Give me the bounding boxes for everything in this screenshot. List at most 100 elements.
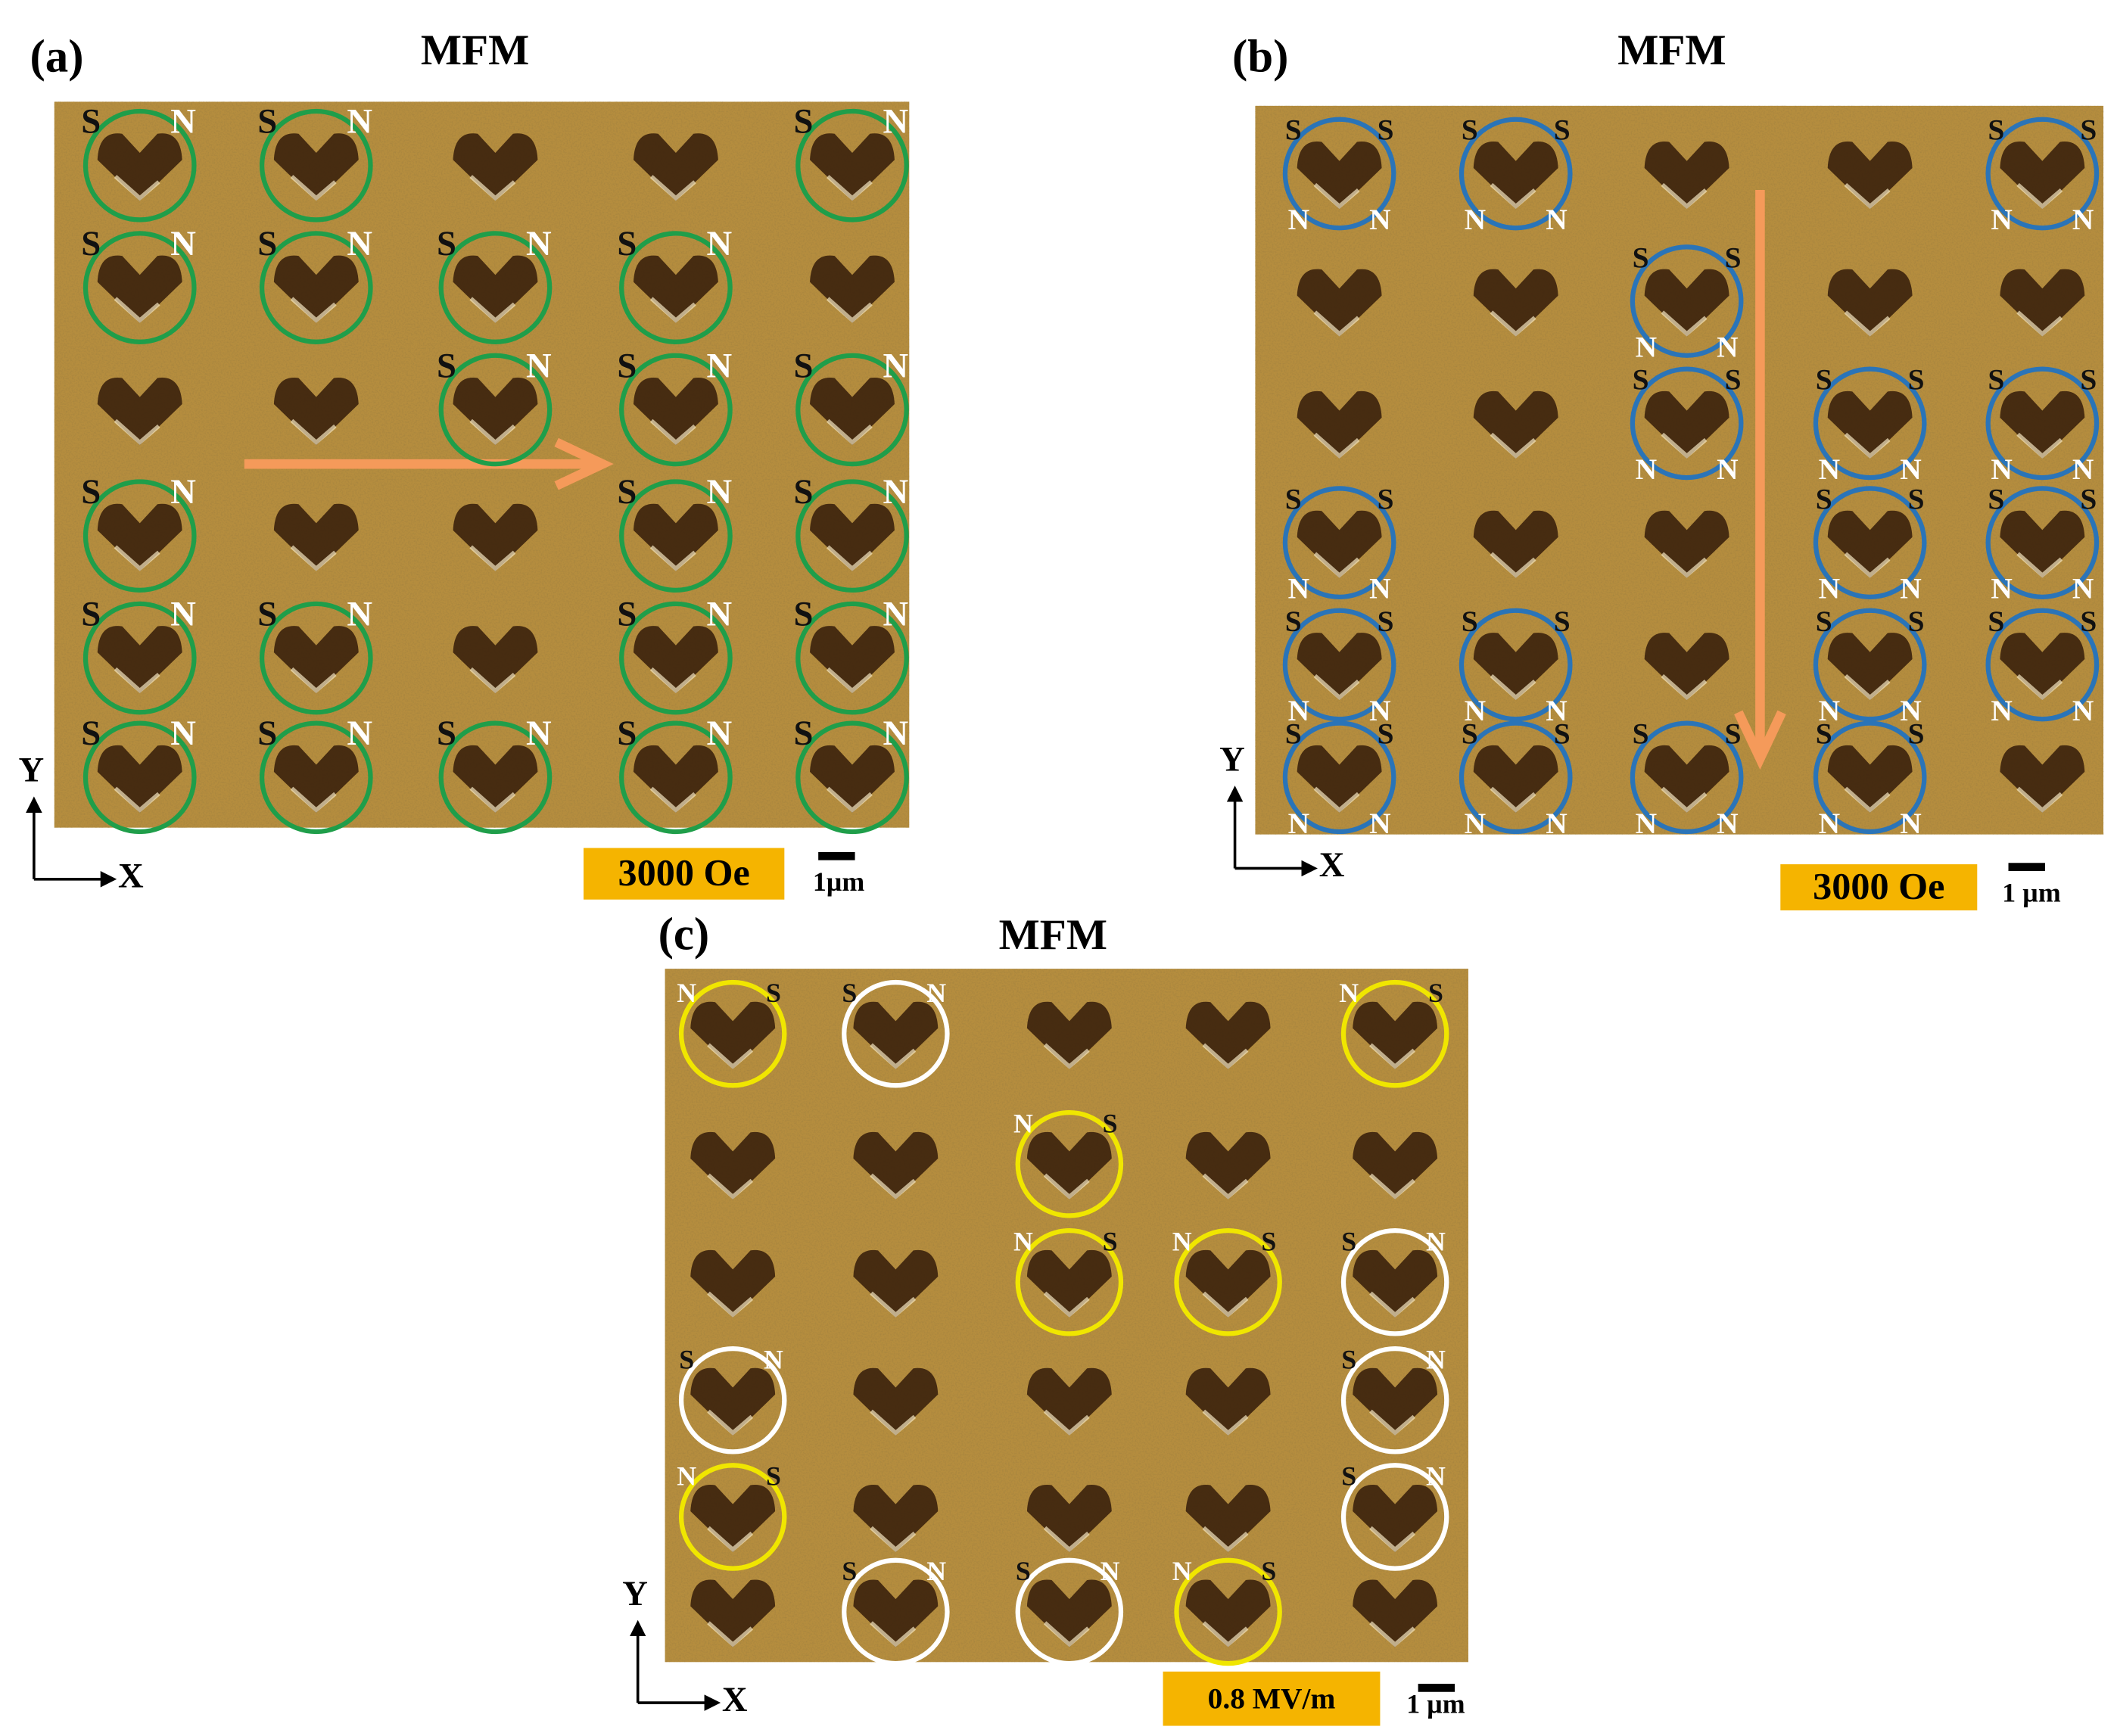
heart-dot: [97, 255, 182, 323]
heart-highlight: [1043, 1409, 1090, 1436]
heart-highlight: [1844, 310, 1891, 337]
heart-highlight: [1202, 1409, 1249, 1436]
heart-highlight: [1202, 1526, 1249, 1553]
heart-dot: [690, 1131, 776, 1199]
pole-label: N: [1465, 694, 1486, 727]
heart-highlight: [1369, 1526, 1415, 1553]
pole-label: S: [1633, 363, 1649, 397]
domain-circle: [1630, 244, 1744, 358]
pole-label: S: [1816, 605, 1832, 638]
pole-label: N: [1819, 807, 1840, 840]
heart-highlight: [1490, 674, 1536, 701]
pole-label: S: [1988, 114, 2004, 147]
pole-label: N: [706, 714, 732, 753]
domain-circle: [1282, 608, 1396, 722]
pole-label: S: [793, 714, 813, 753]
pole-label: N: [677, 978, 696, 1008]
heart-dot: [690, 1001, 776, 1069]
heart-highlight: [870, 1043, 917, 1069]
pole-label: S: [257, 224, 277, 263]
heart-highlight: [1043, 1621, 1090, 1647]
heart-dot: [690, 1579, 776, 1647]
pole-label: S: [842, 978, 857, 1008]
heart-dot: [1297, 390, 1382, 459]
heart-dot: [2000, 745, 2085, 813]
heart-dot: [453, 133, 538, 201]
heart-dot: [453, 626, 538, 694]
panel-label: (c): [658, 910, 710, 960]
heart-dot: [1353, 1001, 1438, 1069]
pole-label: N: [706, 594, 732, 633]
heart-dot: [1026, 1001, 1112, 1069]
pole-label: S: [793, 594, 813, 633]
heart-dot: [1473, 510, 1558, 578]
heart-dot: [1026, 1579, 1112, 1647]
pole-label: S: [257, 102, 277, 142]
pole-label: N: [1369, 572, 1390, 605]
heart-dot: [2000, 510, 2085, 578]
panel-label: (a): [30, 32, 83, 82]
pole-label: N: [1546, 807, 1567, 840]
heart-highlight: [1202, 1291, 1249, 1318]
heart-dot: [1185, 1579, 1271, 1647]
heart-dot: [633, 745, 718, 813]
domain-circle: [83, 720, 197, 835]
pole-label: N: [1717, 453, 1738, 486]
heart-dot: [1353, 1484, 1438, 1553]
pole-label: N: [170, 714, 196, 753]
pole-label: N: [1819, 694, 1840, 727]
pole-label: S: [842, 1556, 857, 1586]
domain-circle: [259, 231, 373, 344]
pole-label: S: [1988, 605, 2004, 638]
heart-dot: [273, 503, 359, 571]
domain-circle: [83, 231, 197, 344]
heart-highlight: [290, 545, 337, 571]
pole-label: N: [764, 1344, 783, 1374]
pole-label: N: [1288, 694, 1309, 727]
pole-label: N: [706, 346, 732, 385]
pole-label: S: [793, 472, 813, 512]
heart-highlight: [1043, 1526, 1090, 1553]
heart-dot: [1644, 390, 1729, 459]
domain-circle: [1282, 720, 1396, 835]
heart-highlight: [1490, 182, 1536, 210]
heart-highlight: [826, 667, 873, 694]
pole-label: S: [1103, 1108, 1118, 1138]
pole-label: N: [1288, 807, 1309, 840]
domain-circle: [619, 601, 733, 715]
heart-highlight: [1661, 674, 1708, 701]
domain-circle: [1813, 486, 1927, 600]
heart-highlight: [649, 418, 696, 446]
heart-dot: [2000, 633, 2085, 701]
domain-circle: [1340, 1346, 1449, 1454]
direction-arrowhead: [554, 437, 614, 490]
heart-dot: [273, 378, 359, 446]
pole-label: S: [437, 714, 456, 753]
domain-circle: [1282, 117, 1396, 231]
heart-dot: [1026, 1484, 1112, 1553]
pole-label: N: [526, 714, 552, 753]
axis-x-label: X: [722, 1680, 748, 1719]
heart-highlight: [290, 786, 337, 813]
heart-dot: [633, 378, 718, 446]
domain-circle: [842, 1557, 950, 1666]
heart-dot: [453, 745, 538, 813]
pole-label: S: [81, 594, 101, 633]
heart-dot: [633, 133, 718, 201]
heart-dot: [1185, 1001, 1271, 1069]
pole-label: S: [1378, 717, 1394, 751]
panel-title: MFM: [421, 26, 529, 74]
heart-highlight: [290, 418, 337, 446]
pole-label: S: [1103, 1226, 1118, 1256]
domain-circle: [1985, 486, 2100, 600]
domain-circle: [1630, 366, 1744, 481]
heart-highlight: [649, 667, 696, 694]
heart-highlight: [1844, 432, 1891, 459]
pole-label: S: [437, 224, 456, 263]
domain-circle: [1459, 608, 1573, 722]
heart-dot: [97, 133, 182, 201]
heart-highlight: [2016, 674, 2063, 701]
domain-circle: [619, 231, 733, 344]
pole-label: N: [1991, 203, 2012, 236]
pole-label: S: [679, 1344, 694, 1374]
